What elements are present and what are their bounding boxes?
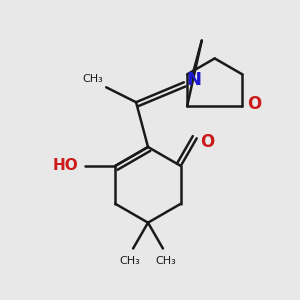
Text: O: O	[200, 134, 214, 152]
Text: N: N	[187, 71, 202, 89]
Text: O: O	[247, 95, 262, 113]
Text: CH₃: CH₃	[156, 256, 176, 266]
Text: CH₃: CH₃	[120, 256, 140, 266]
Text: CH₃: CH₃	[82, 74, 103, 84]
Text: HO: HO	[53, 158, 78, 173]
